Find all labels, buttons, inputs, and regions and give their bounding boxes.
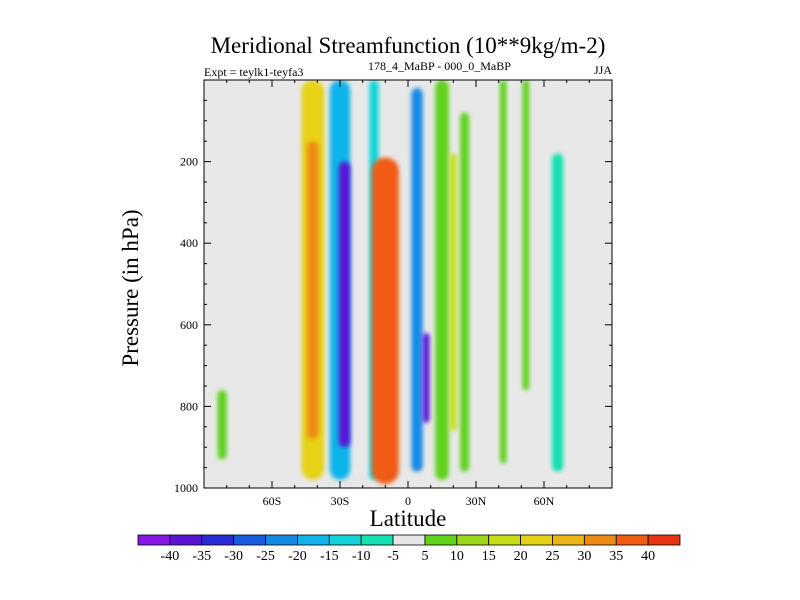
colorbar-swatch bbox=[392, 534, 426, 546]
colorbar-label: -40 bbox=[161, 549, 180, 564]
contour-band-4 bbox=[338, 161, 351, 448]
colorbar-swatch bbox=[201, 534, 235, 546]
colorbar-label: 25 bbox=[545, 549, 559, 564]
contour-band-14 bbox=[551, 153, 564, 472]
colorbar-label: 10 bbox=[450, 549, 464, 564]
colorbar-swatch bbox=[615, 534, 649, 546]
y-axis-ticks: 200 400 600 800 1000 bbox=[174, 99, 612, 495]
colorbar-swatch bbox=[328, 534, 362, 546]
colorbar-label: -10 bbox=[352, 549, 371, 564]
y-tick-label: 800 bbox=[180, 399, 198, 413]
colorbar-label: 35 bbox=[609, 549, 623, 564]
x-axis-ticks: 60S 30S 0 30N 60N bbox=[226, 80, 590, 508]
x-tick-label: 60S bbox=[263, 494, 282, 508]
colorbar-label: 30 bbox=[577, 549, 591, 564]
x-axis-label: Latitude bbox=[370, 506, 447, 531]
contour-band-13 bbox=[522, 80, 530, 391]
x-tick-label: 30S bbox=[331, 494, 350, 508]
colorbar-swatch bbox=[488, 534, 521, 546]
colorbar-label: 20 bbox=[514, 549, 528, 564]
colorbar-swatch bbox=[583, 534, 617, 546]
colorbar-swatch bbox=[169, 534, 203, 546]
contour-field bbox=[217, 80, 564, 484]
colorbar-swatch bbox=[520, 534, 553, 546]
contour-band-8 bbox=[422, 332, 430, 423]
plot-background bbox=[204, 80, 612, 488]
x-tick-label: 60N bbox=[534, 494, 555, 508]
colorbar-label: -15 bbox=[320, 549, 339, 564]
colorbar-label: 15 bbox=[482, 549, 496, 564]
contour-band-7 bbox=[411, 88, 423, 472]
colorbar: -40 -35 -30 -25 -20 -15 -10 -5 5 10 15 20 25 30 35 40 bbox=[137, 534, 681, 564]
colorbar-swatch bbox=[360, 534, 394, 546]
contour-band-11 bbox=[460, 112, 470, 472]
y-tick-label: 600 bbox=[180, 318, 198, 332]
colorbar-swatch bbox=[233, 534, 266, 546]
colorbar-label: 5 bbox=[421, 549, 428, 564]
colorbar-label: 40 bbox=[641, 549, 655, 564]
colorbar-swatch bbox=[424, 534, 458, 546]
contour-band-10 bbox=[449, 153, 457, 431]
y-tick-label: 400 bbox=[180, 236, 198, 250]
y-tick-label: 200 bbox=[180, 155, 198, 169]
colorbar-swatch bbox=[265, 534, 298, 546]
chart-title: Meridional Streamfunction (10**9kg/m-2) bbox=[211, 33, 606, 58]
right-subtitle: JJA bbox=[594, 63, 612, 77]
colorbar-swatch bbox=[647, 534, 681, 546]
colorbar-label: -25 bbox=[256, 549, 275, 564]
colorbar-label: -5 bbox=[387, 549, 399, 564]
contour-band-9 bbox=[435, 80, 449, 480]
y-tick-label: 1000 bbox=[174, 481, 198, 495]
x-tick-label: 30N bbox=[466, 494, 487, 508]
x-tick-label: 0 bbox=[405, 494, 411, 508]
colorbar-swatch bbox=[456, 534, 490, 546]
colorbar-swatch bbox=[137, 534, 171, 546]
colorbar-swatch bbox=[297, 534, 330, 546]
contour-band-0 bbox=[217, 390, 227, 460]
colorbar-swatch bbox=[552, 534, 585, 546]
colorbar-label: -35 bbox=[192, 549, 211, 564]
colorbar-label: -20 bbox=[288, 549, 307, 564]
contour-band-6 bbox=[371, 157, 399, 484]
center-subtitle: 178_4_MaBP - 000_0_MaBP bbox=[368, 59, 511, 73]
colorbar-label: -30 bbox=[224, 549, 243, 564]
left-subtitle: Expt = teylk1-teyfa3 bbox=[204, 65, 303, 79]
contour-band-2 bbox=[307, 141, 319, 440]
y-axis-label: Pressure (in hPa) bbox=[118, 209, 143, 366]
contour-band-12 bbox=[499, 80, 507, 464]
